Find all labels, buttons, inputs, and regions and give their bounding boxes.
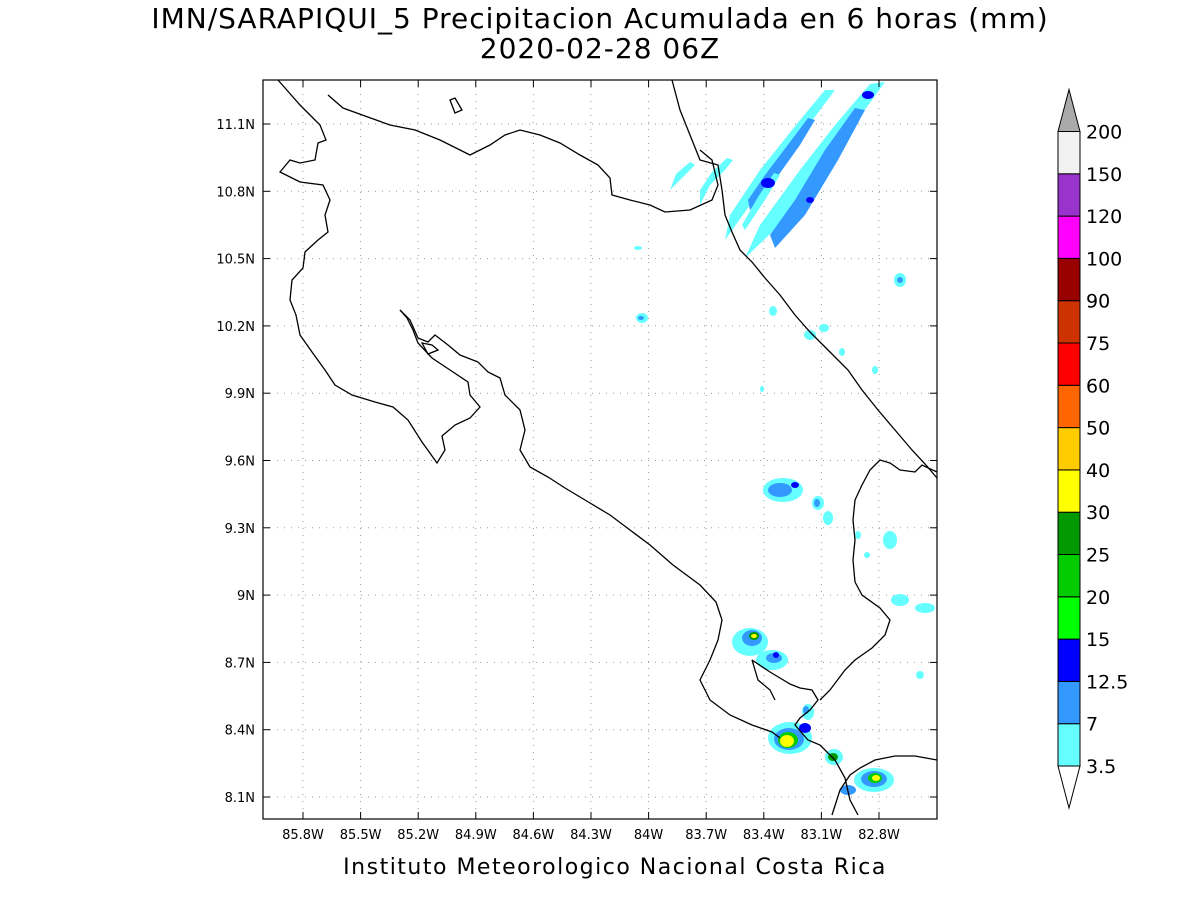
lon-tick-label: 85.5W (340, 828, 382, 843)
lat-tick-label: 10.8N (216, 185, 255, 200)
colorbar-label: 150 (1086, 164, 1122, 186)
colorbar-max-arrow (1057, 87, 1081, 132)
colorbar-swatch (1057, 554, 1081, 598)
colorbar-swatch (1057, 173, 1081, 217)
colorbar-swatch (1057, 680, 1081, 725)
colorbar-label: 3.5 (1086, 756, 1116, 778)
colorbar-label: 200 (1086, 122, 1122, 144)
lat-tick-label: 10.2N (216, 320, 255, 335)
lat-tick-label: 8.1N (225, 791, 255, 806)
colorbar-label: 7 (1086, 714, 1098, 736)
lat-tick-label: 9.9N (225, 387, 255, 402)
lon-tick-label: 83.7W (685, 828, 727, 843)
colorbar-swatch (1057, 596, 1081, 640)
colorbar-swatch (1057, 427, 1081, 471)
lat-tick-label: 11.1N (216, 118, 255, 133)
colorbar-label: 90 (1086, 291, 1110, 313)
lon-tick-label: 83.1W (800, 828, 842, 843)
colorbar-label: 25 (1086, 545, 1110, 567)
colorbar-swatch (1057, 300, 1081, 344)
colorbar-label: 100 (1086, 248, 1122, 270)
colorbar: 3.5 7 12.5 15 20 25 30 40 50 60 75 90 100 120 150 200 (1057, 87, 1128, 810)
lon-tick-label: 84.9W (455, 828, 497, 843)
colorbar-label: 20 (1086, 587, 1110, 609)
precip-field (634, 82, 935, 795)
colorbar-label: 40 (1086, 460, 1110, 482)
colorbar-swatch (1057, 131, 1081, 175)
grid-lines (263, 80, 937, 819)
lat-tick-label: 9.6N (225, 455, 255, 470)
coastline (277, 79, 938, 816)
lon-tick-label: 85.8W (282, 828, 324, 843)
colorbar-swatch (1057, 342, 1081, 386)
colorbar-swatch (1057, 638, 1081, 682)
colorbar-label: 30 (1086, 502, 1110, 524)
lat-tick-label: 9.3N (225, 522, 255, 537)
footer-credit: Instituto Meteorologico Nacional Costa R… (343, 855, 887, 880)
colorbar-label: 120 (1086, 206, 1122, 228)
lon-tick-label: 84.3W (570, 828, 612, 843)
colorbar-swatch (1057, 257, 1081, 302)
lat-tick-label: 8.7N (225, 656, 255, 671)
colorbar-swatch (1057, 215, 1081, 259)
lat-tick-label: 8.4N (225, 724, 255, 739)
map-subtitle-date: 2020-02-28 06Z (479, 32, 721, 65)
axis-ticks: 11.1N 10.8N 10.5N 10.2N 9.9N 9.6N 9.3N 9N 8.7N 8.… (216, 80, 937, 843)
colorbar-swatch (1057, 723, 1081, 767)
lon-tick-label: 82.8W (858, 828, 900, 843)
lon-tick-label: 83.4W (743, 828, 785, 843)
colorbar-swatch (1057, 469, 1081, 513)
colorbar-label: 50 (1086, 418, 1110, 440)
lon-tick-label: 84W (634, 828, 664, 843)
colorbar-label: 15 (1086, 629, 1110, 651)
colorbar-min-arrow (1057, 765, 1081, 810)
colorbar-label: 60 (1086, 375, 1110, 397)
colorbar-label: 12.5 (1086, 671, 1128, 693)
lon-tick-label: 84.6W (512, 828, 554, 843)
colorbar-swatch (1057, 511, 1081, 556)
map-title: IMN/SARAPIQUI_5 Precipitacion Acumulada … (151, 2, 1049, 35)
lat-tick-label: 9N (237, 589, 255, 604)
lat-tick-label: 10.5N (216, 253, 255, 268)
colorbar-swatch (1057, 384, 1081, 429)
colorbar-label: 75 (1086, 333, 1110, 355)
lon-tick-label: 85.2W (397, 828, 439, 843)
